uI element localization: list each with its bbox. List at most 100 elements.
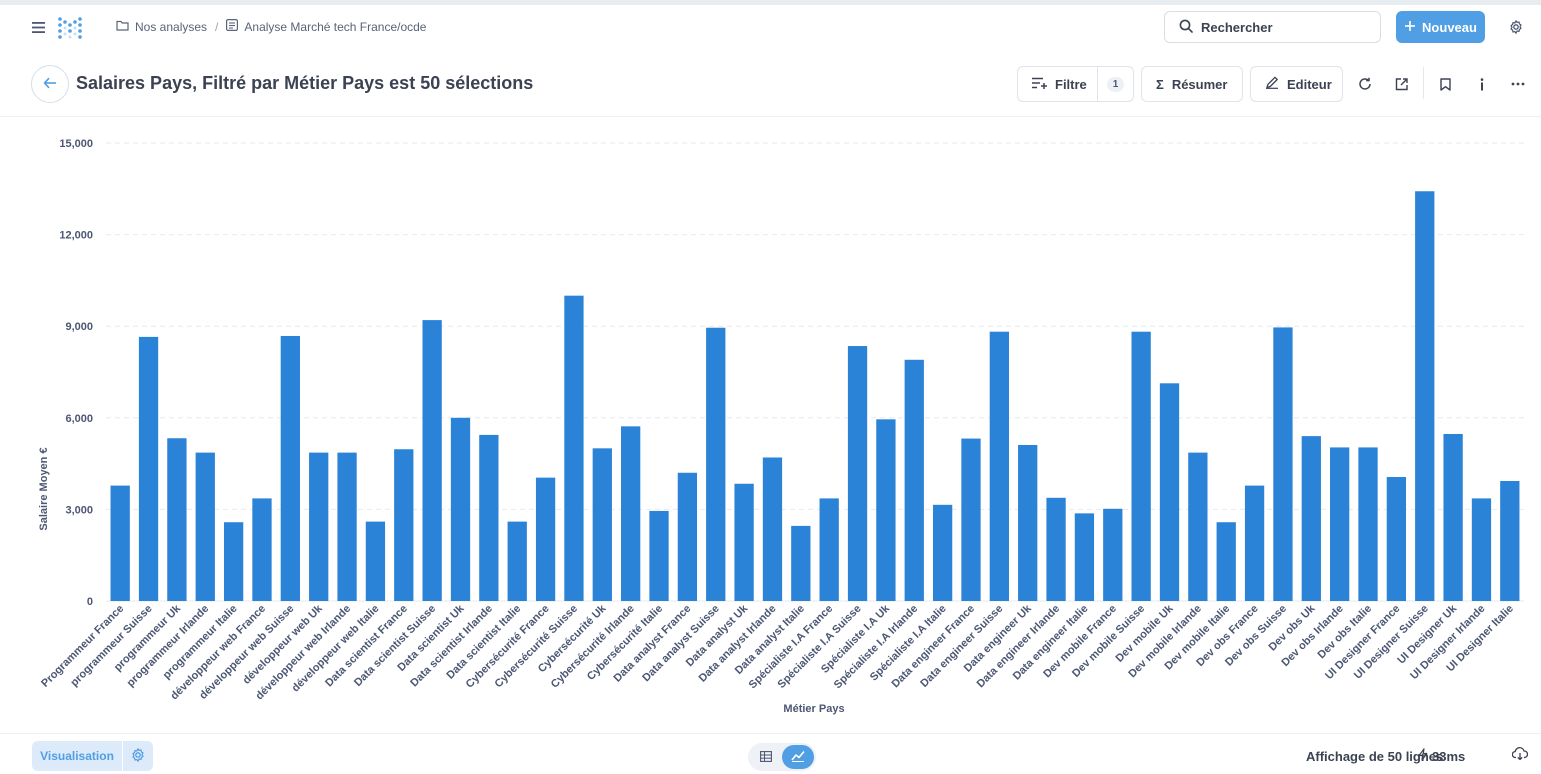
bar[interactable] <box>507 521 527 601</box>
bar[interactable] <box>1386 477 1407 601</box>
query-timing-value: 33ms <box>1432 748 1466 764</box>
bar[interactable] <box>791 525 811 601</box>
filter-button-group: Filtre 1 <box>1017 66 1134 102</box>
visualization-button[interactable]: Visualisation <box>32 741 122 771</box>
search-input[interactable]: Rechercher <box>1164 11 1381 43</box>
breadcrumb-collection-label: Nos analyses <box>135 19 208 34</box>
breadcrumb: Nos analyses / Analyse Marché tech Franc… <box>116 19 426 34</box>
footer-separator <box>0 733 1541 734</box>
bar[interactable] <box>138 336 159 601</box>
bar[interactable] <box>195 452 215 601</box>
bar[interactable] <box>621 426 641 601</box>
bar[interactable] <box>1273 327 1293 601</box>
more-icon[interactable] <box>1508 74 1528 94</box>
y-axis-label: Salaire Moyen € <box>38 447 50 530</box>
bar[interactable] <box>1159 383 1180 601</box>
bar[interactable] <box>337 452 357 601</box>
bar[interactable] <box>479 434 499 601</box>
filter-count: 1 <box>1106 76 1125 92</box>
refresh-icon[interactable] <box>1355 74 1375 94</box>
editor-button[interactable]: Editeur <box>1250 66 1343 102</box>
bookmark-icon[interactable] <box>1435 74 1455 94</box>
bar[interactable] <box>110 485 130 601</box>
footer-bar: Visualisation Affichage de 50 lignes 33m… <box>0 734 1541 774</box>
summarize-button-label: Résumer <box>1171 76 1228 92</box>
bar[interactable] <box>1074 513 1095 601</box>
menu-icon[interactable] <box>30 19 46 35</box>
bar[interactable] <box>394 449 414 601</box>
bar[interactable] <box>309 452 329 601</box>
bar[interactable] <box>961 438 981 601</box>
visualization-settings-button[interactable] <box>123 741 153 771</box>
visualization-button-label: Visualisation <box>40 749 114 763</box>
bolt-icon <box>1418 748 1428 764</box>
filter-icon <box>1032 77 1047 92</box>
bar[interactable] <box>904 359 924 601</box>
chart-view-toggle[interactable] <box>782 745 814 769</box>
header-separator <box>0 116 1541 117</box>
bar-chart: 0 3,000 6,000 9,000 12,000 15,000 Programmeur… <box>0 117 1541 733</box>
breadcrumb-model[interactable]: Analyse Marché tech France/ocde <box>226 19 426 34</box>
bar[interactable] <box>1358 447 1378 601</box>
bar[interactable] <box>1471 498 1492 601</box>
filter-count-badge[interactable]: 1 <box>1098 67 1133 101</box>
bar[interactable] <box>677 472 698 601</box>
bar[interactable] <box>1330 447 1350 601</box>
bar[interactable] <box>223 522 244 601</box>
bar[interactable] <box>1443 433 1463 601</box>
gear-icon <box>131 747 145 765</box>
query-timing: 33ms <box>1418 748 1465 764</box>
gear-icon[interactable] <box>1508 19 1524 35</box>
plus-icon <box>1404 20 1416 35</box>
view-toggle <box>748 743 816 771</box>
bar[interactable] <box>1415 191 1435 601</box>
bar[interactable] <box>649 510 669 601</box>
table-icon <box>760 750 772 765</box>
bar[interactable] <box>1301 436 1321 601</box>
y-tick-label: 9,000 <box>65 321 93 333</box>
bar[interactable] <box>762 457 783 601</box>
folder-icon <box>116 20 129 34</box>
bar[interactable] <box>876 419 896 601</box>
bar[interactable] <box>1103 508 1123 601</box>
info-icon[interactable] <box>1472 74 1492 94</box>
line-chart-icon <box>791 750 805 765</box>
download-icon[interactable] <box>1511 747 1529 763</box>
bar[interactable] <box>706 327 726 601</box>
table-view-toggle[interactable] <box>750 745 782 769</box>
bar[interactable] <box>1131 331 1151 601</box>
summarize-button[interactable]: Σ Résumer <box>1141 66 1243 102</box>
top-strip <box>0 0 1541 5</box>
bar[interactable] <box>1046 497 1066 601</box>
bar[interactable] <box>422 320 442 601</box>
new-button[interactable]: Nouveau <box>1396 11 1485 43</box>
bar[interactable] <box>167 438 187 601</box>
y-tick-label: 3,000 <box>65 504 93 516</box>
bar[interactable] <box>1018 444 1038 601</box>
bar[interactable] <box>847 346 868 601</box>
bar[interactable] <box>1216 522 1236 601</box>
filter-button-label: Filtre <box>1055 76 1087 92</box>
filter-button[interactable]: Filtre <box>1018 67 1098 101</box>
bar[interactable] <box>450 417 471 601</box>
row-count: Affichage de 50 lignes <box>1306 749 1444 764</box>
bar[interactable] <box>932 504 953 601</box>
bar[interactable] <box>734 483 754 601</box>
breadcrumb-collection[interactable]: Nos analyses <box>116 20 207 34</box>
bar[interactable] <box>989 331 1009 601</box>
question-header: Salaires Pays, Filtré par Métier Pays es… <box>0 59 1541 109</box>
bar[interactable] <box>535 477 556 601</box>
share-icon[interactable] <box>1391 74 1411 94</box>
y-tick-label: 0 <box>87 596 93 608</box>
bar[interactable] <box>1500 481 1520 601</box>
back-button[interactable] <box>31 65 69 103</box>
bar[interactable] <box>365 521 386 601</box>
bar[interactable] <box>819 498 839 601</box>
bar[interactable] <box>252 498 272 601</box>
metabase-logo-icon[interactable] <box>57 15 83 41</box>
bar[interactable] <box>280 335 300 601</box>
bar[interactable] <box>1244 485 1265 601</box>
bar[interactable] <box>1188 452 1208 601</box>
bar[interactable] <box>592 448 612 601</box>
bar[interactable] <box>564 295 584 601</box>
